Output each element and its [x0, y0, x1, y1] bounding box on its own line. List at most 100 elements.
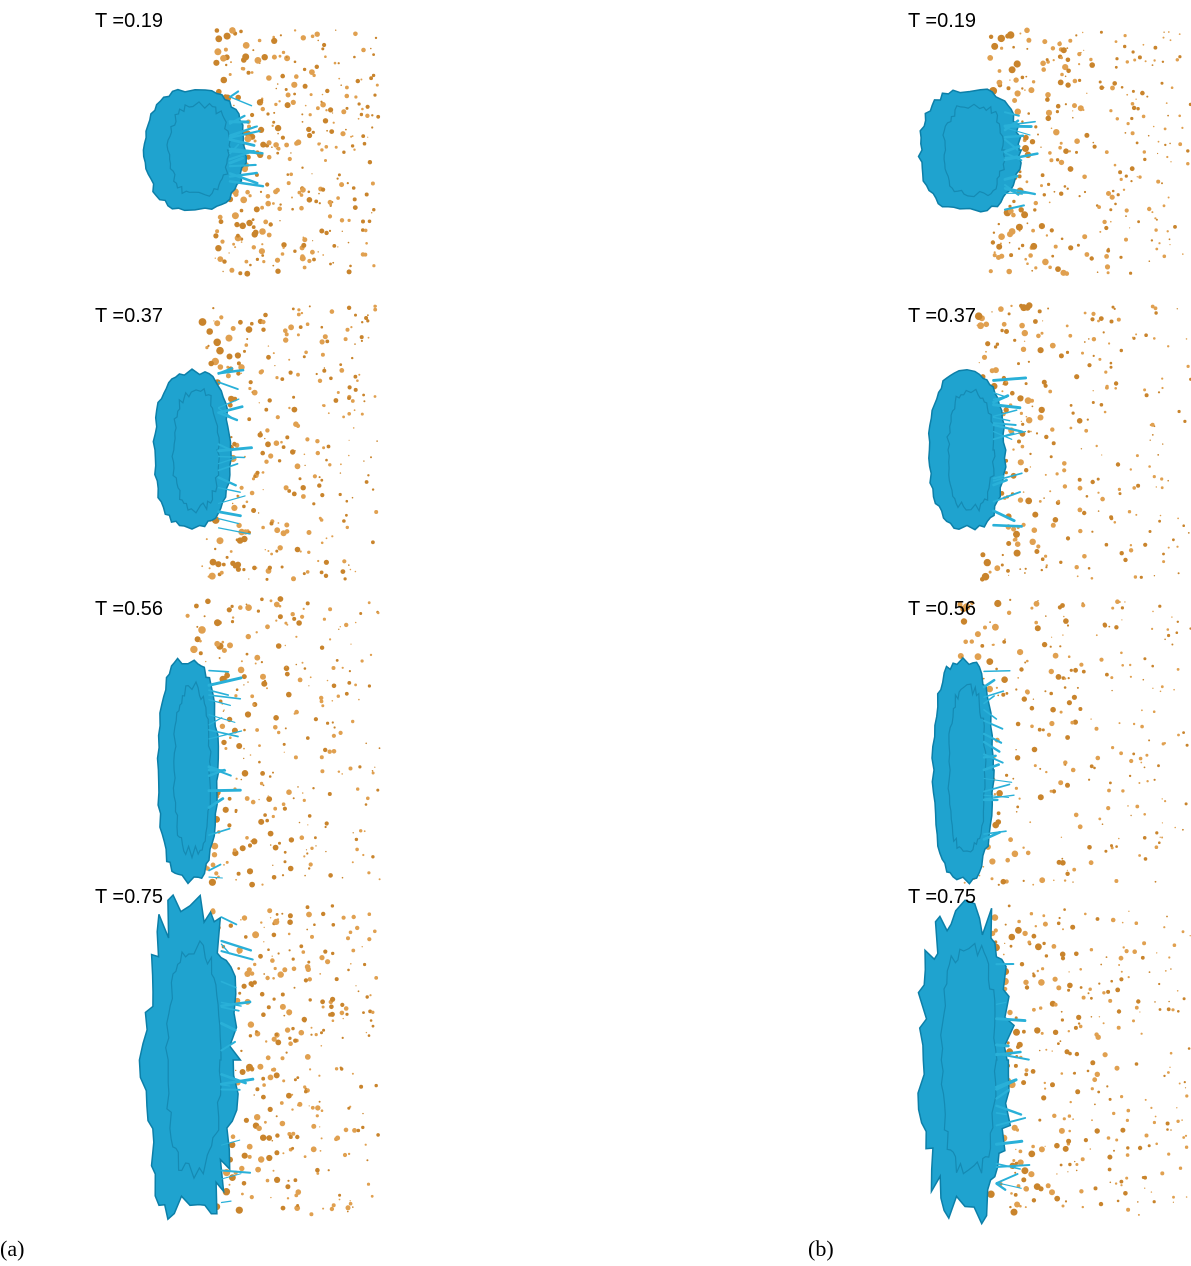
droplet — [266, 1179, 270, 1183]
droplet — [1010, 391, 1015, 396]
droplet — [236, 1207, 243, 1214]
droplet — [1119, 256, 1122, 259]
droplet — [211, 908, 215, 912]
droplet — [329, 377, 333, 381]
droplet — [344, 1128, 349, 1133]
droplet — [291, 82, 297, 88]
droplet — [1089, 988, 1092, 991]
droplet — [272, 865, 273, 866]
droplet — [1161, 486, 1164, 489]
droplet — [1015, 90, 1021, 96]
droplet — [248, 1155, 252, 1159]
droplet — [346, 1205, 351, 1210]
droplet — [1026, 180, 1029, 183]
droplet — [285, 102, 291, 108]
droplet — [997, 80, 1003, 86]
droplet — [1004, 943, 1005, 944]
droplet — [1112, 1112, 1115, 1115]
droplet — [985, 351, 987, 353]
droplet — [1119, 492, 1122, 495]
droplet — [1160, 691, 1162, 693]
droplet — [1042, 914, 1045, 917]
droplet — [992, 624, 999, 631]
droplet — [1020, 962, 1024, 966]
droplet — [1163, 204, 1166, 207]
droplet — [1129, 272, 1132, 275]
droplet — [1138, 1146, 1142, 1150]
droplet — [1008, 575, 1009, 576]
droplet — [1070, 925, 1075, 930]
droplet — [252, 218, 255, 221]
droplet — [1077, 418, 1083, 424]
droplet — [1053, 59, 1055, 61]
droplet — [1155, 1143, 1158, 1146]
droplet — [1137, 1201, 1139, 1203]
droplet — [307, 961, 310, 964]
frame-image — [918, 900, 1191, 1223]
droplet — [1161, 387, 1163, 389]
droplet — [315, 845, 316, 846]
droplet — [262, 103, 263, 104]
droplet — [1031, 1069, 1036, 1074]
droplet — [985, 341, 990, 346]
droplet — [1102, 823, 1104, 825]
droplet — [361, 413, 364, 416]
droplet — [347, 306, 351, 310]
droplet — [284, 55, 290, 61]
droplet — [1072, 110, 1073, 111]
droplet — [1039, 500, 1042, 503]
droplet — [222, 563, 225, 566]
droplet — [215, 245, 221, 251]
droplet — [250, 322, 254, 326]
droplet — [295, 463, 301, 469]
droplet — [1064, 678, 1066, 680]
droplet — [219, 657, 221, 659]
droplet — [306, 849, 307, 850]
droplet — [368, 220, 372, 224]
droplet — [1094, 1186, 1098, 1190]
droplet — [323, 748, 327, 752]
droplet — [1014, 1172, 1016, 1174]
droplet — [319, 1101, 321, 1103]
droplet — [304, 351, 308, 355]
droplet — [233, 848, 237, 852]
droplet — [244, 935, 248, 939]
droplet — [236, 234, 240, 238]
droplet — [1093, 767, 1096, 770]
droplet — [344, 623, 348, 627]
droplet — [228, 337, 231, 340]
droplet — [1098, 983, 1100, 985]
droplet — [1178, 142, 1182, 146]
droplet — [358, 102, 361, 105]
droplet — [991, 240, 995, 244]
droplet — [261, 661, 263, 663]
droplet — [1049, 721, 1054, 726]
droplet — [1045, 771, 1047, 773]
droplet — [344, 337, 348, 341]
droplet — [272, 875, 277, 880]
droplet — [241, 779, 243, 781]
droplet — [273, 845, 279, 851]
droplet — [282, 1152, 284, 1154]
droplet — [240, 1069, 246, 1075]
droplet — [1033, 208, 1036, 211]
droplet — [285, 727, 287, 729]
droplet — [285, 672, 290, 677]
droplet — [1006, 569, 1010, 573]
droplet — [1091, 480, 1095, 484]
droplet — [232, 442, 236, 446]
droplet — [275, 1033, 279, 1037]
droplet — [1156, 952, 1157, 953]
droplet — [1065, 103, 1067, 105]
droplet — [337, 695, 340, 698]
droplet — [1074, 813, 1079, 818]
droplet — [241, 660, 243, 662]
droplet — [1081, 448, 1082, 449]
droplet — [1058, 780, 1063, 785]
droplet — [355, 838, 358, 841]
droplet — [1185, 1135, 1187, 1137]
droplet — [328, 873, 333, 878]
droplet — [374, 767, 375, 768]
droplet — [278, 522, 280, 524]
droplet — [302, 121, 304, 123]
